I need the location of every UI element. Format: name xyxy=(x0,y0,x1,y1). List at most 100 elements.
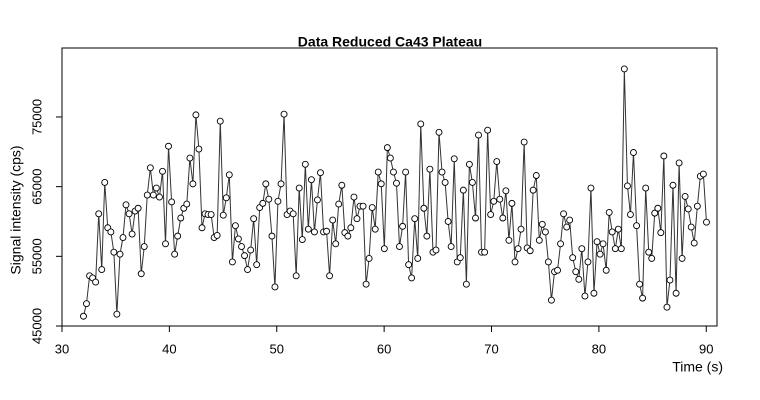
data-point xyxy=(280,110,288,118)
data-point xyxy=(408,274,416,282)
y-tick-label: 65000 xyxy=(29,169,44,205)
data-point xyxy=(593,238,601,246)
data-point xyxy=(420,204,428,212)
data-point xyxy=(165,142,172,150)
data-point xyxy=(359,202,367,210)
data-point xyxy=(174,232,182,240)
y-tick-label: 45000 xyxy=(29,308,44,344)
data-point xyxy=(541,228,549,236)
data-point xyxy=(581,292,589,300)
data-point xyxy=(630,149,637,156)
data-point xyxy=(143,191,151,199)
data-point xyxy=(390,168,397,176)
data-point xyxy=(137,270,145,278)
data-point xyxy=(107,228,115,236)
data-point xyxy=(171,250,179,258)
data-point xyxy=(596,250,604,258)
data-point xyxy=(590,289,598,297)
data-point xyxy=(292,272,300,280)
data-point xyxy=(484,126,492,134)
data-point xyxy=(538,220,546,228)
data-point xyxy=(438,168,446,176)
data-point xyxy=(414,254,422,262)
data-point xyxy=(298,236,306,244)
x-tick-label: 80 xyxy=(592,341,606,356)
data-point xyxy=(502,187,510,195)
data-point xyxy=(459,186,467,194)
data-point xyxy=(140,243,148,251)
data-point xyxy=(468,179,476,186)
data-point xyxy=(377,180,385,188)
data-point xyxy=(587,184,595,192)
data-point xyxy=(617,245,625,253)
data-point xyxy=(417,120,425,128)
y-tick-label: 55000 xyxy=(29,238,44,274)
data-point xyxy=(651,209,659,217)
data-point xyxy=(684,205,692,213)
data-point xyxy=(92,278,100,286)
data-point xyxy=(608,228,616,236)
data-point xyxy=(456,254,464,262)
data-point xyxy=(271,283,279,291)
data-point xyxy=(465,160,473,168)
data-point xyxy=(529,186,537,194)
data-point xyxy=(508,199,516,207)
data-point xyxy=(645,248,653,256)
data-point xyxy=(198,224,206,232)
x-tick-label: 70 xyxy=(484,341,498,356)
data-point xyxy=(156,193,163,201)
data-point xyxy=(441,179,449,186)
data-point xyxy=(362,280,370,288)
data-point xyxy=(544,258,552,266)
data-point xyxy=(177,214,185,222)
data-point xyxy=(189,180,197,188)
x-tick-label: 40 xyxy=(162,341,176,356)
data-point xyxy=(98,266,106,274)
data-point xyxy=(262,180,270,188)
data-point xyxy=(228,258,236,266)
data-point xyxy=(499,214,507,222)
data-point xyxy=(162,240,169,248)
data-point xyxy=(393,179,400,187)
x-tick-label: 60 xyxy=(377,341,391,356)
data-point xyxy=(383,144,391,152)
data-point xyxy=(554,266,561,274)
data-point xyxy=(304,225,312,233)
data-point xyxy=(520,138,528,146)
data-point xyxy=(396,243,403,251)
data-point xyxy=(234,235,242,243)
data-point xyxy=(368,204,376,212)
data-point xyxy=(657,229,665,237)
data-point xyxy=(101,179,109,186)
data-point xyxy=(80,312,87,320)
data-point xyxy=(225,171,233,179)
data-point xyxy=(703,218,710,226)
data-point xyxy=(481,248,489,256)
data-point xyxy=(627,211,634,218)
x-tick-label: 30 xyxy=(55,341,69,356)
data-point xyxy=(332,240,340,248)
data-point xyxy=(326,272,334,280)
data-point xyxy=(423,232,431,240)
data-point xyxy=(447,243,455,251)
series-line xyxy=(82,68,707,317)
data-point xyxy=(557,240,565,248)
data-point xyxy=(535,236,543,244)
data-point xyxy=(338,181,346,189)
x-axis-label: Time (s) xyxy=(672,359,723,375)
data-point xyxy=(654,204,662,212)
data-point xyxy=(693,202,701,210)
data-point xyxy=(335,200,343,208)
data-point xyxy=(405,261,413,269)
data-point xyxy=(636,280,644,288)
data-point xyxy=(496,195,504,203)
data-point xyxy=(259,199,267,207)
data-point xyxy=(669,181,677,189)
data-point xyxy=(307,176,315,184)
data-point xyxy=(110,248,118,256)
data-point xyxy=(566,216,574,224)
data-point xyxy=(329,216,337,224)
data-point xyxy=(277,180,285,188)
data-point xyxy=(532,172,540,179)
data-point xyxy=(344,232,352,240)
